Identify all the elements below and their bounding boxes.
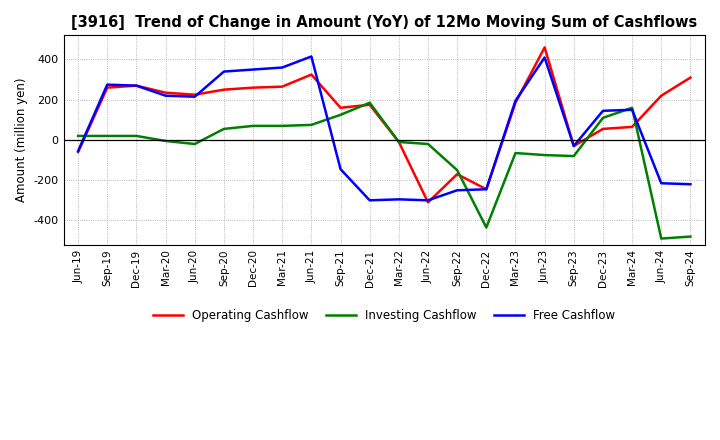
Free Cashflow [482,187,490,192]
Operating Cashflow [307,72,315,77]
Operating Cashflow [336,105,345,110]
Operating Cashflow [628,124,636,129]
Investing Cashflow [657,236,665,241]
Free Cashflow [161,93,170,99]
Investing Cashflow [220,126,228,132]
Investing Cashflow [161,138,170,143]
Investing Cashflow [190,141,199,147]
Investing Cashflow [628,105,636,110]
Operating Cashflow [248,85,257,90]
Line: Operating Cashflow: Operating Cashflow [78,48,690,202]
Free Cashflow [628,107,636,113]
Operating Cashflow [686,75,695,80]
Operating Cashflow [395,139,403,145]
Operating Cashflow [74,150,83,155]
Operating Cashflow [511,100,520,106]
Free Cashflow [74,148,83,154]
Free Cashflow [365,198,374,203]
Operating Cashflow [482,187,490,192]
Free Cashflow [657,180,665,186]
Investing Cashflow [540,152,549,158]
Investing Cashflow [365,100,374,106]
Free Cashflow [220,69,228,74]
Investing Cashflow [336,112,345,117]
Legend: Operating Cashflow, Investing Cashflow, Free Cashflow: Operating Cashflow, Investing Cashflow, … [148,304,620,326]
Operating Cashflow [190,92,199,97]
Investing Cashflow [307,122,315,128]
Free Cashflow [190,94,199,99]
Free Cashflow [540,55,549,60]
Operating Cashflow [598,126,607,132]
Investing Cashflow [395,139,403,145]
Investing Cashflow [132,133,140,139]
Investing Cashflow [570,154,578,159]
Investing Cashflow [74,133,83,139]
Free Cashflow [423,198,432,203]
Investing Cashflow [278,123,287,128]
Investing Cashflow [598,115,607,121]
Investing Cashflow [248,123,257,128]
Free Cashflow [395,197,403,202]
Operating Cashflow [103,85,112,90]
Free Cashflow [103,82,112,87]
Operating Cashflow [657,93,665,99]
Free Cashflow [336,166,345,172]
Line: Investing Cashflow: Investing Cashflow [78,103,690,238]
Free Cashflow [248,67,257,72]
Operating Cashflow [570,143,578,149]
Free Cashflow [570,143,578,149]
Line: Free Cashflow: Free Cashflow [78,56,690,200]
Investing Cashflow [686,234,695,239]
Operating Cashflow [540,45,549,50]
Investing Cashflow [103,133,112,139]
Free Cashflow [278,65,287,70]
Y-axis label: Amount (million yen): Amount (million yen) [15,78,28,202]
Free Cashflow [132,83,140,88]
Free Cashflow [598,108,607,114]
Operating Cashflow [278,84,287,89]
Investing Cashflow [453,168,462,173]
Investing Cashflow [511,150,520,156]
Free Cashflow [453,187,462,193]
Investing Cashflow [423,141,432,147]
Free Cashflow [686,182,695,187]
Title: [3916]  Trend of Change in Amount (YoY) of 12Mo Moving Sum of Cashflows: [3916] Trend of Change in Amount (YoY) o… [71,15,698,30]
Investing Cashflow [482,225,490,230]
Operating Cashflow [453,172,462,177]
Operating Cashflow [365,102,374,107]
Operating Cashflow [132,83,140,88]
Operating Cashflow [161,90,170,95]
Operating Cashflow [220,87,228,92]
Free Cashflow [307,54,315,59]
Free Cashflow [511,98,520,103]
Operating Cashflow [423,200,432,205]
